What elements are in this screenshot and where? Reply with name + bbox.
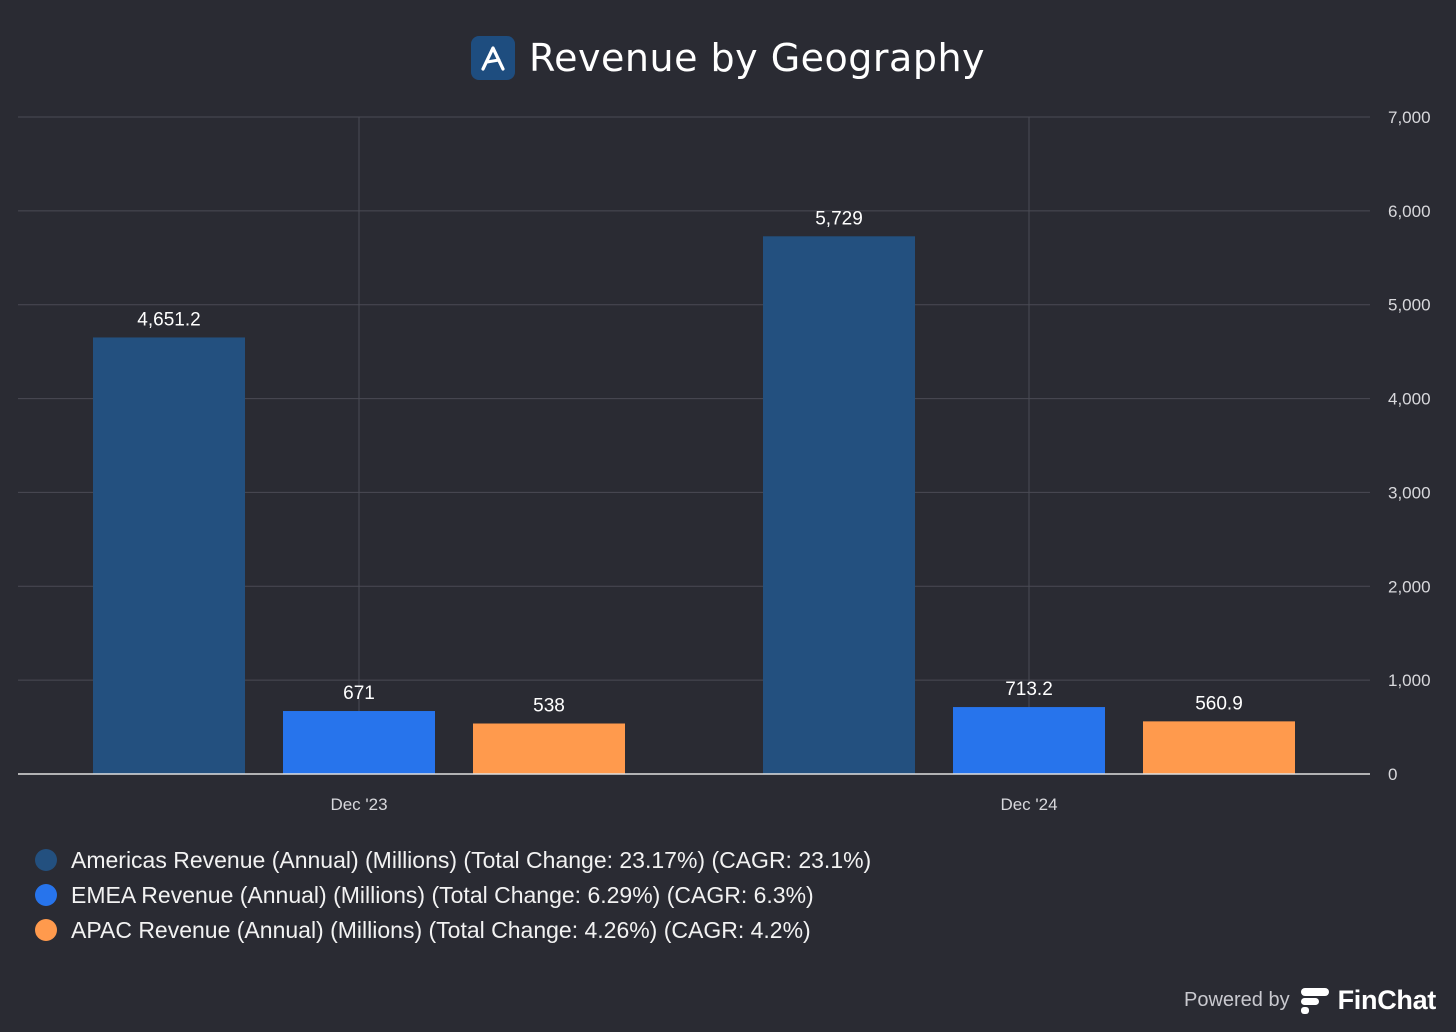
bar-value-label: 713.2 — [1005, 679, 1053, 700]
x-tick-label: Dec '23 — [330, 795, 387, 814]
stylized-a-icon — [470, 36, 515, 80]
bar-value-label: 538 — [533, 696, 565, 717]
bar — [763, 236, 915, 775]
legend-label: EMEA Revenue (Annual) (Millions) (Total … — [71, 881, 814, 908]
y-tick-label: 5,000 — [1388, 296, 1431, 315]
bar — [473, 723, 625, 774]
legend-swatch — [35, 919, 57, 941]
finchat-brand: FinChat — [1300, 985, 1436, 1016]
y-tick-label: 4,000 — [1388, 390, 1431, 409]
y-tick-label: 3,000 — [1388, 483, 1431, 502]
legend-item-apac[interactable]: APAC Revenue (Annual) (Millions) (Total … — [35, 917, 871, 943]
bar-chart: 0 1,000 2,000 3,000 4,000 5,000 6,000 7,000 4,65… — [18, 108, 1431, 814]
bar-value-label: 671 — [343, 683, 375, 704]
footer-attribution[interactable]: Powered by FinChat — [1184, 985, 1436, 1016]
legend-label: APAC Revenue (Annual) (Millions) (Total … — [71, 916, 811, 943]
bar-value-label: 4,651.2 — [137, 309, 200, 330]
legend-swatch — [35, 884, 57, 906]
legend-swatch — [35, 849, 57, 871]
legend-item-americas[interactable]: Americas Revenue (Annual) (Millions) (To… — [35, 847, 871, 873]
legend-label: Americas Revenue (Annual) (Millions) (To… — [71, 846, 872, 873]
bar — [283, 711, 435, 774]
y-tick-label: 1,000 — [1388, 671, 1431, 690]
bar — [93, 337, 245, 774]
bar-value-label: 560.9 — [1195, 693, 1243, 714]
bar — [953, 707, 1105, 774]
y-tick-label: 6,000 — [1388, 202, 1431, 221]
legend-item-emea[interactable]: EMEA Revenue (Annual) (Millions) (Total … — [35, 882, 871, 908]
bar — [1143, 721, 1295, 774]
powered-by-text: Powered by — [1183, 989, 1290, 1011]
chart-title: Revenue by Geography — [528, 36, 986, 80]
chart-header: Revenue by Geography — [0, 30, 1456, 86]
y-tick-label: 2,000 — [1388, 577, 1431, 596]
finchat-logo-icon — [1300, 987, 1329, 1014]
bar-value-label: 5,729 — [815, 208, 863, 229]
y-tick-label: 0 — [1388, 765, 1397, 784]
finchat-brand-name: FinChat — [1337, 985, 1437, 1015]
y-tick-label: 7,000 — [1388, 108, 1431, 127]
x-tick-label: Dec '24 — [1000, 795, 1057, 814]
chart-legend: Americas Revenue (Annual) (Millions) (To… — [35, 847, 871, 943]
